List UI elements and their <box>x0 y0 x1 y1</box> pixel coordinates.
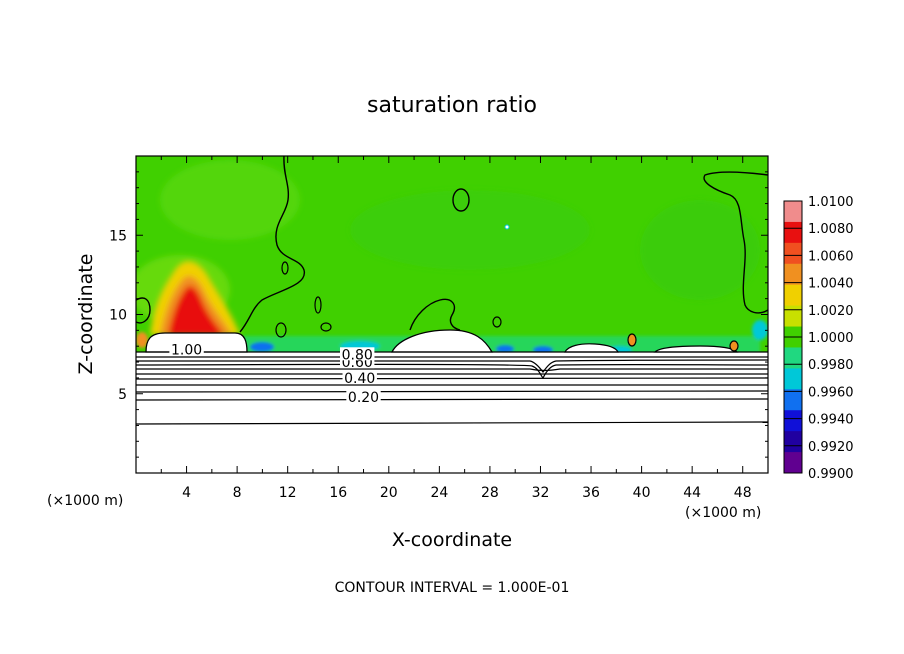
field-patch <box>640 200 760 300</box>
colorbar: 1.0100 1.0080 1.0060 1.0040 1.0020 1.0000 0.99… <box>783 195 854 482</box>
colorbar-swatch <box>784 431 802 453</box>
contour-label-bg <box>342 371 377 385</box>
fringe-patch <box>752 320 768 340</box>
saturation-contour <box>504 224 510 230</box>
contour-label: 1.00 <box>171 343 202 359</box>
saturation-contour <box>409 298 461 331</box>
colorbar-swatch <box>784 389 802 411</box>
colorbar-swatch <box>784 242 802 265</box>
saturation-contour <box>239 156 305 333</box>
colorbar-label: 0.9960 <box>808 385 854 400</box>
x-tick-label: 12 <box>279 485 297 501</box>
contour-label: 0.20 <box>348 390 379 406</box>
saturation-contour <box>281 261 289 275</box>
colorbar-label: 1.0100 <box>808 195 854 210</box>
colorbar-swatch <box>784 452 802 474</box>
cloud-lens <box>564 343 619 353</box>
contour-label: 0.40 <box>344 371 375 387</box>
colorbar-label: 1.0040 <box>808 277 854 292</box>
x-tick-label: 32 <box>532 485 550 501</box>
contour-labels: 0.200.400.600.801.00 <box>169 342 381 406</box>
saturation-contour <box>492 316 502 328</box>
saturation-contour <box>314 296 322 314</box>
x-tick-label: 8 <box>233 485 242 501</box>
colorbar-swatch <box>784 263 802 286</box>
x-unit-left: (×1000 m) <box>47 493 123 509</box>
chart-title: saturation ratio <box>367 93 537 118</box>
x-tick-label: 20 <box>380 485 398 501</box>
y-tick-label: 15 <box>109 228 127 244</box>
saturation-contour <box>452 188 470 212</box>
saturation-contour <box>275 322 287 338</box>
y-tick-label: 5 <box>118 387 127 403</box>
colorbar-label: 1.0000 <box>808 331 854 346</box>
fringe-patch <box>250 342 274 352</box>
colorbar-label: 0.9900 <box>808 467 854 482</box>
fringe-patch <box>496 345 514 353</box>
plume-red <box>168 285 224 335</box>
saturation-contour <box>729 340 739 352</box>
saturation-contour <box>320 322 332 332</box>
cloud-lens <box>390 329 494 353</box>
colorbar-label: 1.0080 <box>808 222 854 237</box>
x-axis-label: X-coordinate <box>392 529 512 551</box>
y-tick-label: 10 <box>109 308 127 324</box>
saturation-contour <box>703 171 768 314</box>
field-patch <box>160 160 300 240</box>
colorbar-swatch <box>784 305 802 328</box>
y-axis-label: Z-coordinate <box>75 254 97 375</box>
x-tick-label: 40 <box>633 485 651 501</box>
colorbar-swatch <box>784 284 802 307</box>
colorbar-swatch <box>784 221 802 244</box>
colorbar-label: 1.0060 <box>808 249 854 264</box>
x-tick-label: 24 <box>430 485 448 501</box>
colorbar-label: 0.9940 <box>808 413 854 428</box>
colorbar-label: 1.0020 <box>808 304 854 319</box>
x-tick-label: 48 <box>734 485 752 501</box>
saturation-contour <box>627 333 637 347</box>
x-tick-label: 16 <box>329 485 347 501</box>
x-tick-label: 28 <box>481 485 499 501</box>
colorbar-swatch <box>784 347 802 369</box>
x-tick-label: 4 <box>182 485 191 501</box>
contour-label-bg <box>346 390 381 404</box>
contour-label: 0.80 <box>342 347 373 363</box>
contour-label-bg <box>340 347 375 361</box>
x-tick-label: 44 <box>683 485 701 501</box>
colorbar-label: 0.9920 <box>808 440 854 455</box>
field-patch <box>350 190 590 270</box>
saturation-contour <box>136 297 151 324</box>
colorbar-swatch <box>784 368 802 390</box>
contour-label-bg <box>169 342 204 356</box>
lower-layer <box>136 352 768 473</box>
fringe-patch <box>136 332 148 348</box>
plot-area <box>136 156 768 473</box>
x-unit-right: (×1000 m) <box>685 505 761 521</box>
colorbar-swatch <box>784 410 802 432</box>
colorbar-label: 0.9980 <box>808 358 854 373</box>
colorbar-swatch <box>784 201 802 223</box>
x-tick-label: 36 <box>582 485 600 501</box>
contour-interval: CONTOUR INTERVAL = 1.000E-01 <box>335 580 570 596</box>
